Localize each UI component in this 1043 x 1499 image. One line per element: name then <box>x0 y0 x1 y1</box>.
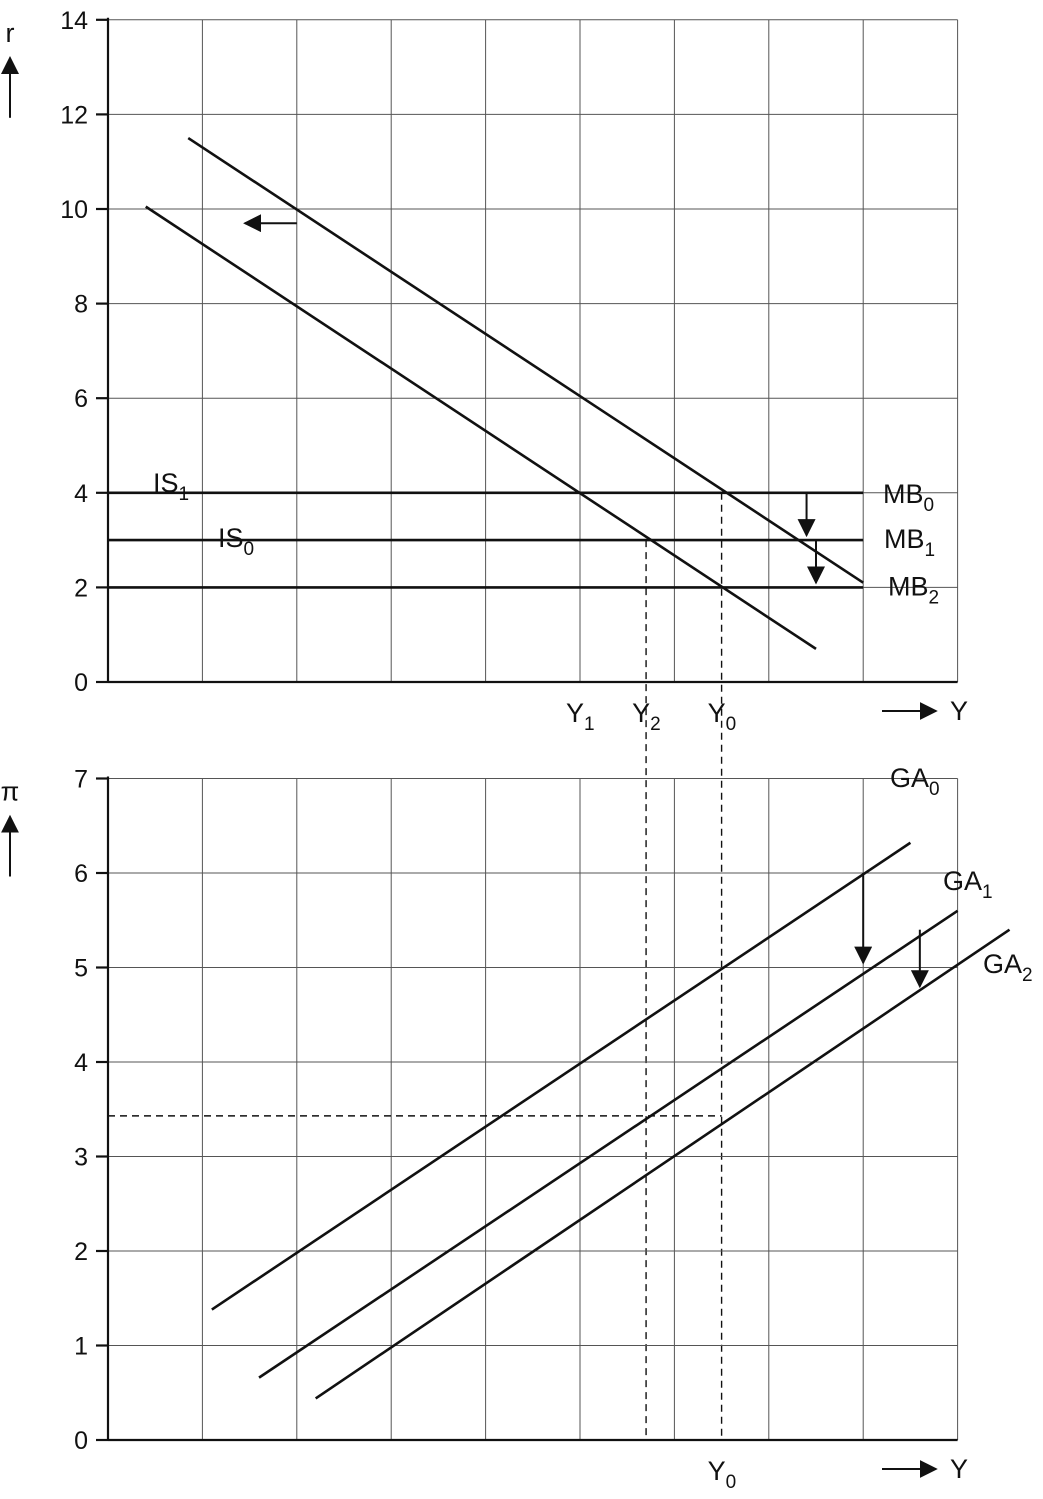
y-tick-label: 7 <box>74 766 88 794</box>
grid <box>108 19 959 682</box>
series-label-mb1: MB1 <box>884 524 935 561</box>
series <box>211 841 1011 1400</box>
y-tick-labels: 0 1 2 3 4 5 6 7 <box>74 766 88 1456</box>
series-is0 <box>187 136 864 584</box>
x-axis-label: Y <box>950 696 968 726</box>
x-axis-label: Y <box>950 1454 968 1484</box>
y-tick-label: 1 <box>74 1333 88 1361</box>
y-tick-label: 14 <box>60 7 88 35</box>
series-is1 <box>145 205 817 650</box>
series <box>108 136 864 650</box>
grid <box>108 778 959 1440</box>
shift-arrows <box>243 214 825 585</box>
x-marker-y0: Y0 <box>708 698 737 735</box>
axes <box>96 17 958 684</box>
y-tick-label: 0 <box>74 1427 88 1455</box>
ga-chart: 0 1 2 3 4 5 6 7 π Y GA0 GA1 GA2 Y0 <box>1 763 1033 1493</box>
series-label-ga1: GA1 <box>943 866 993 903</box>
y-tick-label: 2 <box>74 1238 88 1266</box>
y-tick-label: 5 <box>74 955 88 983</box>
series-ga1 <box>258 909 959 1379</box>
y-tick-label: 6 <box>74 385 88 413</box>
series-label-is0: IS0 <box>218 523 254 560</box>
y-axis-label: r <box>6 18 15 48</box>
series-label-is1: IS1 <box>153 468 189 505</box>
series-label-mb2: MB2 <box>888 571 939 608</box>
y-tick-label: 8 <box>74 291 88 319</box>
series-label-ga2: GA2 <box>983 949 1033 986</box>
dashed-guides <box>645 492 723 1440</box>
y-tick-label: 4 <box>74 1049 88 1077</box>
y-tick-label: 3 <box>74 1144 88 1172</box>
series-label-ga0: GA0 <box>890 763 940 800</box>
labels: r Y IS0 IS1 MB0 MB1 MB2 Y1 Y2 Y0 <box>0 18 968 735</box>
series-ga2 <box>314 928 1011 1400</box>
series-ga0 <box>211 841 912 1311</box>
shift-arrows <box>854 873 929 989</box>
x-marker-y2: Y2 <box>632 698 661 735</box>
axes <box>96 776 958 1442</box>
y-tick-label: 6 <box>74 860 88 888</box>
series-label-mb0: MB0 <box>883 479 934 516</box>
x-marker-y1: Y1 <box>566 698 595 735</box>
y-tick-labels: 0 2 4 6 8 10 12 14 <box>60 7 88 697</box>
y-tick-label: 2 <box>74 574 88 602</box>
y-tick-label: 10 <box>60 196 88 224</box>
y-axis-label: π <box>1 777 20 807</box>
y-tick-label: 4 <box>74 480 88 508</box>
y-tick-label: 12 <box>60 101 88 129</box>
x-marker-y0: Y0 <box>708 1456 737 1493</box>
y-tick-label: 0 <box>74 669 88 697</box>
